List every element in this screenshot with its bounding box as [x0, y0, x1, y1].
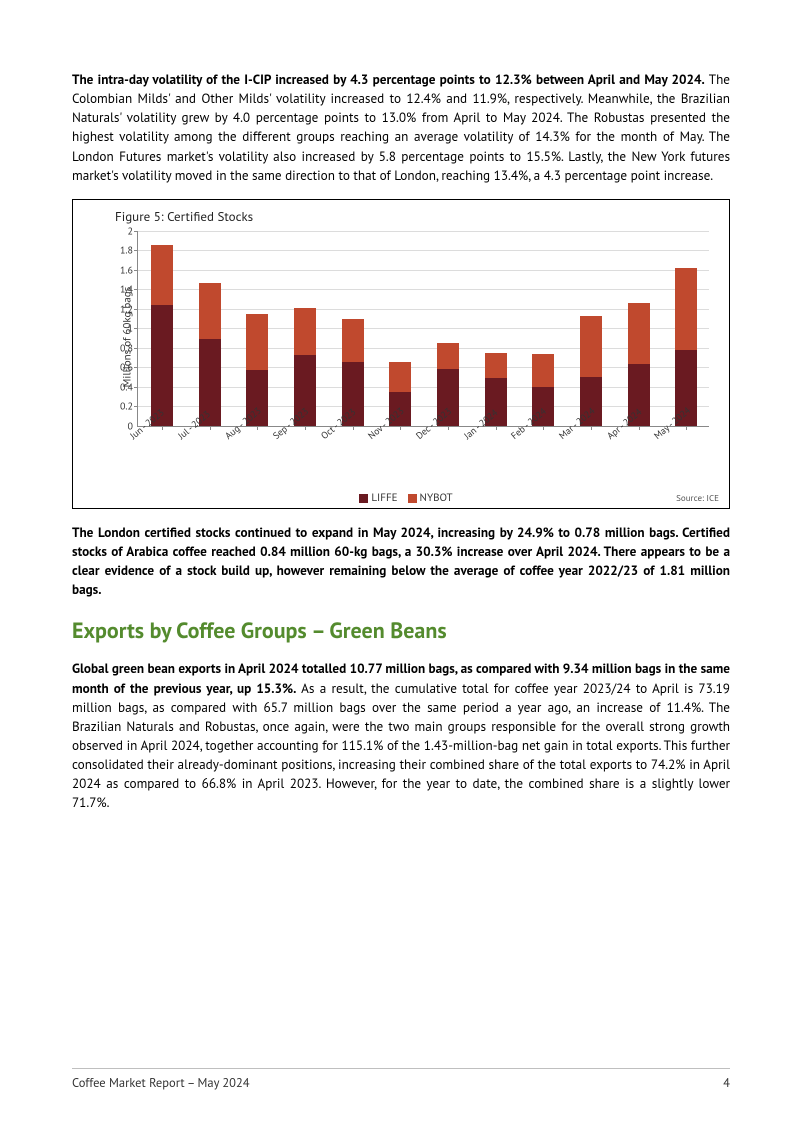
section-heading-exports: Exports by Coffee Groups – Green Beans [72, 617, 730, 645]
legend-swatch-nybot [408, 494, 417, 503]
gridline [138, 270, 709, 271]
bar-segment-nybot [628, 303, 650, 364]
x-tick-mark [686, 426, 687, 430]
y-tick-label: 2 [128, 224, 138, 237]
y-tick-label: 1.8 [120, 244, 138, 257]
chart-title: Figure 5: Certified Stocks [115, 208, 717, 225]
gridline [138, 231, 709, 232]
bar-slot [151, 231, 173, 426]
plot-area: 00.20.40.60.811.21.41.61.82Jun - 2023Jul… [137, 231, 709, 427]
x-tick-mark [591, 426, 592, 430]
y-tick-label: 1.2 [120, 302, 138, 315]
bar-segment-nybot [389, 362, 411, 392]
figure-5-chart: Figure 5: Certified Stocks Millions of 6… [72, 199, 730, 509]
gridline [138, 328, 709, 329]
gridline [138, 367, 709, 368]
paragraph-volatility: The intra-day volatility of the I-CIP in… [72, 70, 730, 185]
y-tick-label: 1 [128, 322, 138, 335]
bar-slot [246, 231, 268, 426]
bar-segment-nybot [437, 343, 459, 369]
y-tick-label: 0.6 [120, 361, 138, 374]
footer-page-number: 4 [723, 1075, 730, 1091]
bar-slot [342, 231, 364, 426]
bar-slot [675, 231, 697, 426]
para3-rest: As a result, the cumulative total for co… [72, 680, 730, 812]
chart-body: Millions of 60kg bags 00.20.40.60.811.21… [85, 227, 717, 447]
page-footer: Coffee Market Report – May 2024 4 [72, 1068, 730, 1091]
chart-legend: LIFFE NYBOT [85, 491, 717, 505]
gridline [138, 289, 709, 290]
y-tick-label: 0.8 [120, 341, 138, 354]
x-tick-mark [210, 426, 211, 430]
y-tick-label: 0.2 [120, 400, 138, 413]
x-tick-mark [496, 426, 497, 430]
legend-swatch-liffe [359, 494, 368, 503]
para2-bold: The London certified stocks continued to… [72, 524, 730, 598]
y-tick-label: 0.4 [120, 380, 138, 393]
bar-slot [294, 231, 316, 426]
gridline [138, 406, 709, 407]
bar-slot [628, 231, 650, 426]
bar-segment-nybot [246, 314, 268, 371]
gridline [138, 250, 709, 251]
x-tick-mark [400, 426, 401, 430]
legend-label-nybot: NYBOT [420, 491, 453, 505]
bar-segment-nybot [485, 353, 507, 378]
bar-segment-nybot [342, 319, 364, 362]
bar-slot [485, 231, 507, 426]
x-tick-mark [305, 426, 306, 430]
x-tick-mark [448, 426, 449, 430]
footer-title: Coffee Market Report – May 2024 [72, 1075, 250, 1091]
bar-slot [580, 231, 602, 426]
x-tick-mark [162, 426, 163, 430]
y-tick-label: 1.6 [120, 263, 138, 276]
bar-slot [199, 231, 221, 426]
x-tick-mark [257, 426, 258, 430]
page: The intra-day volatility of the I-CIP in… [0, 0, 802, 1133]
paragraph-stocks: The London certified stocks continued to… [72, 523, 730, 600]
bar-slot [437, 231, 459, 426]
x-tick-mark [639, 426, 640, 430]
gridline [138, 348, 709, 349]
x-tick-mark [353, 426, 354, 430]
chart-source: Source: ICE [676, 493, 719, 504]
bar-segment-nybot [580, 316, 602, 377]
bar-segment-nybot [294, 308, 316, 355]
legend-label-liffe: LIFFE [371, 491, 397, 505]
bar-slot [532, 231, 554, 426]
bar-segment-nybot [151, 245, 173, 304]
bar-slot [389, 231, 411, 426]
x-tick-mark [543, 426, 544, 430]
bar-segment-nybot [199, 283, 221, 340]
bar-segment-nybot [532, 354, 554, 387]
para1-bold: The intra-day volatility of the I-CIP in… [72, 71, 705, 88]
gridline [138, 309, 709, 310]
bar-segment-nybot [675, 268, 697, 350]
paragraph-exports: Global green bean exports in April 2024 … [72, 659, 730, 812]
gridline [138, 387, 709, 388]
y-tick-label: 1.4 [120, 283, 138, 296]
